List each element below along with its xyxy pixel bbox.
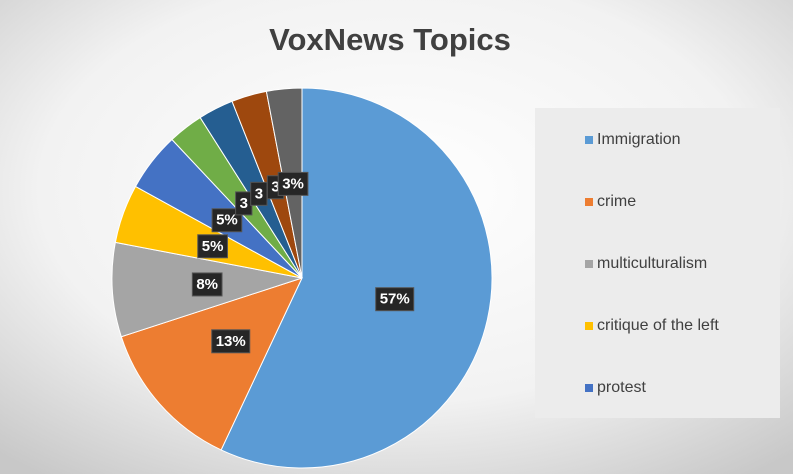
data-label-box — [277, 171, 309, 196]
data-label: 5% — [211, 208, 243, 233]
data-label-text: 5% — [202, 238, 224, 255]
chart-title: VoxNews Topics — [269, 22, 511, 57]
data-label-text: 3% — [282, 175, 304, 192]
pie-slice — [120, 277, 303, 451]
data-label: 3% — [277, 171, 309, 196]
data-label: 57% — [375, 287, 415, 312]
legend-label: crime — [597, 193, 636, 210]
legend-swatch — [585, 260, 593, 268]
legend-label: Immigration — [597, 131, 681, 148]
data-label: 5% — [197, 234, 228, 259]
data-label: 8% — [191, 272, 223, 297]
legend-swatch — [585, 384, 593, 392]
legend-swatch — [585, 322, 593, 330]
data-label-text: 57% — [380, 291, 410, 308]
data-label: 3 — [235, 191, 253, 216]
pie-slice — [220, 87, 493, 469]
data-label-box — [191, 272, 223, 297]
data-label-box — [211, 208, 243, 233]
data-label-box — [375, 287, 415, 312]
legend-label: protest — [597, 379, 646, 396]
data-label-text: 3 — [255, 185, 263, 202]
legend-swatch — [585, 136, 593, 144]
legend-swatch — [585, 198, 593, 206]
legend-box — [535, 108, 780, 418]
data-label-box — [211, 329, 251, 354]
data-label-box — [197, 234, 228, 259]
legend-label: critique of the left — [597, 317, 719, 334]
data-label-text: 5% — [216, 212, 238, 229]
data-label: 3 — [250, 181, 268, 206]
legend-label: multiculturalism — [597, 255, 707, 272]
data-label-text: 13% — [216, 333, 246, 350]
data-label: 13% — [211, 329, 251, 354]
data-label-text: 3 — [240, 195, 248, 212]
data-label-text: 3 — [271, 179, 279, 196]
data-label-text: 8% — [196, 276, 218, 293]
